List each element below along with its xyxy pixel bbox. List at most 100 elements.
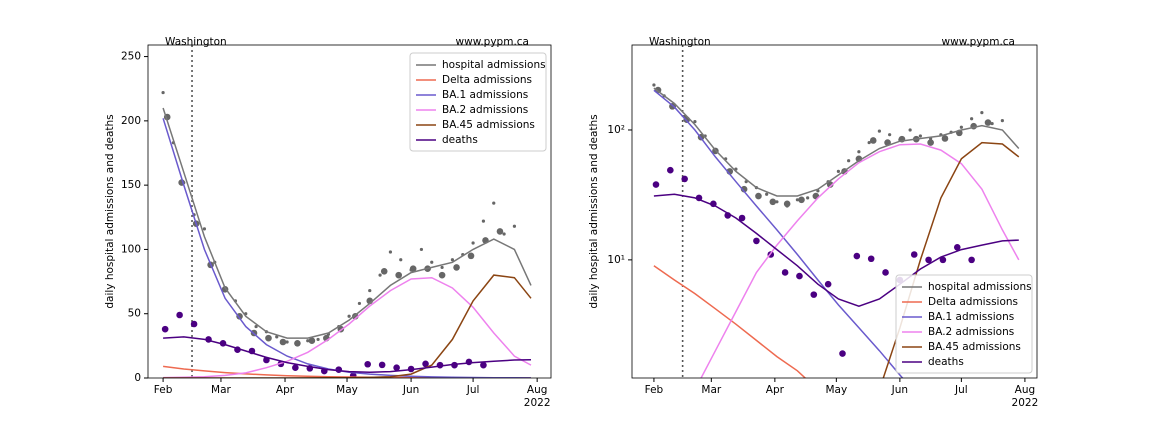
axes-frame	[631, 44, 1038, 379]
data-point	[824, 280, 832, 288]
x-tick-label: Aug	[527, 384, 548, 396]
data-point	[380, 267, 388, 275]
x-tick-label: Mar	[211, 384, 231, 396]
data-point	[939, 256, 947, 264]
y-tick-label: 50	[128, 308, 141, 320]
data-point	[294, 339, 301, 347]
series-line	[882, 141, 1020, 378]
x-tick-label: Apr	[276, 384, 295, 396]
data-point	[918, 134, 922, 138]
data-point	[984, 119, 992, 126]
data-point	[378, 361, 386, 369]
data-point	[652, 181, 660, 188]
legend-label: BA.2 admissions	[442, 104, 528, 116]
y-tick-label: 200	[121, 115, 141, 127]
data-point	[652, 83, 656, 87]
y-tick-label: 0	[134, 372, 141, 384]
data-point	[496, 228, 504, 235]
x-year-label: 2022	[524, 397, 551, 409]
legend-label: BA.45 admissions	[442, 119, 535, 131]
series-line	[653, 87, 1020, 197]
data-point	[481, 219, 486, 223]
series-line	[163, 276, 532, 378]
legend-box	[895, 274, 1033, 374]
data-point	[869, 137, 877, 144]
y-tick-label: 10²	[607, 124, 625, 136]
y-axis-label: daily hospital admissions and deaths	[104, 114, 116, 308]
y-tick-label: 150	[121, 179, 141, 191]
data-point	[795, 198, 800, 202]
data-point	[910, 251, 918, 258]
data-point	[492, 201, 496, 205]
data-point	[306, 339, 310, 343]
x-tick-label: May	[825, 384, 847, 396]
data-point	[798, 196, 805, 204]
data-point	[1000, 119, 1004, 123]
source-label: www.pypm.ca	[456, 36, 529, 48]
x-tick-label: Jun	[402, 384, 419, 396]
plot-area	[161, 45, 532, 378]
legend-label: BA.1 admissions	[928, 311, 1014, 323]
data-point	[925, 256, 932, 264]
data-point	[867, 255, 875, 263]
x-tick-label: Aug	[1015, 384, 1036, 396]
data-point	[941, 135, 949, 142]
data-point	[968, 256, 975, 264]
data-point	[806, 196, 810, 200]
data-point	[740, 185, 748, 193]
data-point	[877, 129, 881, 133]
y-tick-label: 100	[121, 243, 141, 255]
data-point	[753, 237, 760, 245]
data-point	[419, 247, 424, 252]
series-line	[653, 265, 807, 378]
data-point	[908, 128, 912, 132]
data-point	[959, 125, 963, 129]
data-point	[438, 271, 446, 279]
y-axis-label: daily hospital admissions and deaths	[588, 114, 600, 308]
data-point	[765, 192, 769, 196]
data-point	[465, 358, 473, 366]
x-tick-label: Jul	[954, 384, 968, 396]
data-point	[836, 169, 840, 173]
legend-label: hospital admissions	[928, 281, 1032, 293]
legend: hospital admissions Delta admissions BA.1 …	[895, 274, 1033, 374]
data-point	[781, 269, 789, 276]
data-point	[275, 335, 279, 339]
y-tick-label: 10¹	[607, 254, 625, 266]
legend-box	[409, 52, 547, 152]
x-tick-label: Feb	[645, 384, 664, 396]
data-point	[357, 301, 362, 306]
data-point	[839, 350, 846, 357]
legend-label: BA.2 admissions	[928, 326, 1014, 338]
legend-label: Delta admissions	[928, 296, 1018, 308]
data-point	[810, 291, 818, 298]
data-point	[775, 200, 779, 204]
data-point	[347, 314, 351, 318]
legend-label: hospital admissions	[442, 59, 546, 71]
data-point	[285, 340, 289, 344]
data-point	[202, 227, 207, 231]
data-point	[857, 150, 861, 154]
data-point	[440, 265, 444, 270]
legend-label: Delta admissions	[442, 74, 532, 86]
x-tick-label: Jul	[466, 384, 480, 396]
data-point	[190, 320, 198, 328]
plot-area	[652, 45, 1020, 378]
data-point	[738, 214, 746, 222]
data-point	[990, 121, 994, 126]
data-point	[399, 258, 403, 262]
source-label: www.pypm.ca	[942, 36, 1015, 48]
data-point	[378, 273, 382, 277]
data-point	[867, 140, 871, 145]
data-point	[453, 264, 460, 271]
data-point	[308, 337, 316, 345]
data-point	[161, 90, 165, 95]
x-tick-label: Apr	[766, 384, 785, 396]
data-point	[796, 272, 803, 280]
data-point	[265, 334, 272, 342]
data-point	[368, 288, 372, 293]
data-point	[769, 198, 777, 206]
legend: hospital admissions Delta admissions BA.1 …	[409, 52, 547, 152]
data-point	[693, 120, 697, 124]
